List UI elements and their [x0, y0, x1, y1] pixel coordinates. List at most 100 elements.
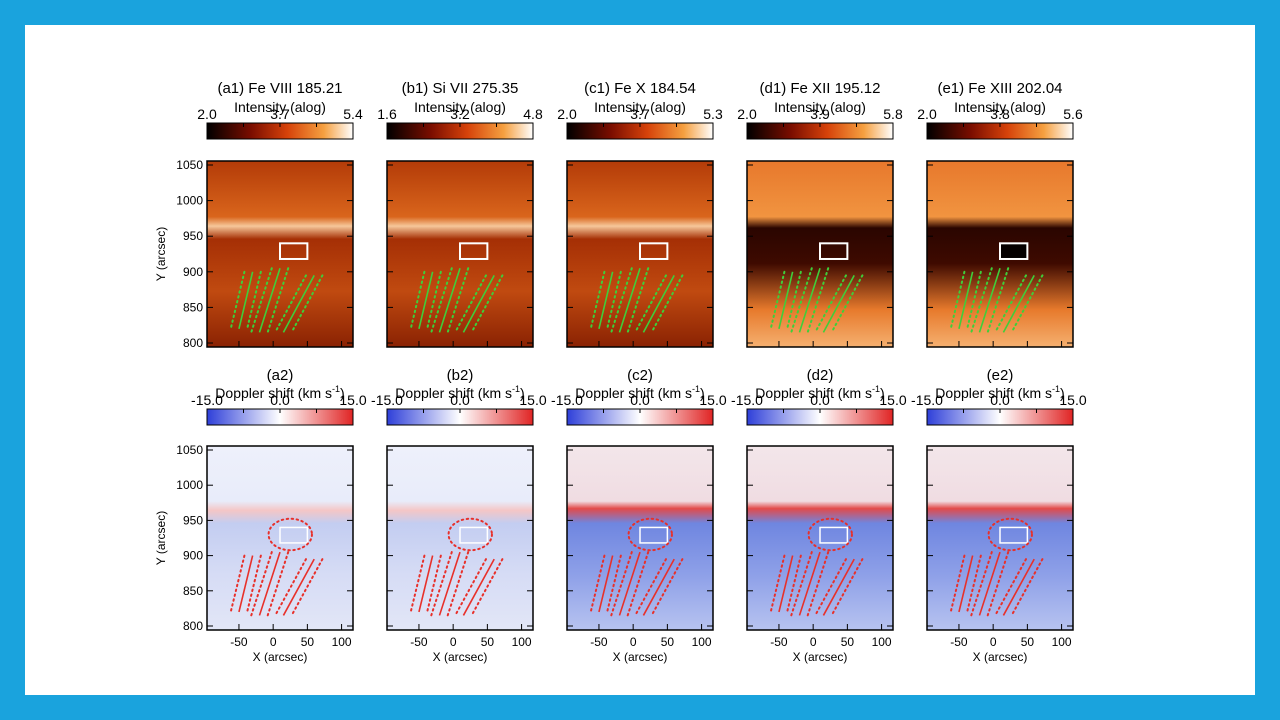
- loop-outline: [986, 267, 1010, 334]
- loop-outline: [814, 274, 847, 334]
- doppler-panels-row: (a2)Doppler shift (km s-1)-15.0 0.0 15.010…: [154, 367, 1087, 664]
- loop-outline: [790, 551, 813, 617]
- loop-line: [1002, 274, 1035, 333]
- loop-line: [798, 551, 821, 616]
- colorbar-tick-label: -15.0: [551, 392, 583, 408]
- loop-line: [282, 558, 315, 616]
- loop-line: [598, 271, 614, 329]
- colorbar-unit-exponent: -1: [872, 384, 880, 394]
- panel-label: (d2): [807, 367, 834, 384]
- loop-outline: [589, 554, 606, 613]
- colorbar-title-text: Intensity (alog): [954, 99, 1046, 115]
- loop-outline: [650, 558, 684, 617]
- colorbar-tick-label: 0.0: [990, 392, 1010, 408]
- region-box: [819, 526, 849, 544]
- colorbar-title: Intensity (alog): [414, 99, 506, 115]
- y-tick-label: 850: [183, 300, 203, 314]
- colorbar-title: Intensity (alog): [774, 99, 866, 115]
- region-box: [999, 242, 1029, 260]
- loop-outline: [806, 267, 830, 334]
- colorbar-tick-label: 0.0: [810, 392, 830, 408]
- figure: (a1) Fe VIII 185.21 Intensity (alog) 2.0 3.…: [154, 80, 1087, 664]
- loop-outline: [606, 554, 622, 613]
- y-tick-label: 950: [183, 513, 203, 527]
- colorbar-tick-label: -15.0: [731, 392, 763, 408]
- colorbar-title-close: ): [700, 385, 705, 401]
- colorbar-title-text: Intensity (alog): [774, 99, 866, 115]
- loop-outline: [274, 274, 307, 334]
- x-axis-label: X (arcsec): [973, 650, 1028, 664]
- panel-label: (b2): [447, 367, 474, 384]
- loop-outline: [290, 274, 324, 334]
- loop-outline: [994, 274, 1027, 334]
- x-tick-label: 50: [481, 635, 495, 649]
- loop-outline: [966, 270, 982, 330]
- colorbar-unit-exponent: -1: [512, 384, 520, 394]
- panel-label: (c1) Fe X 184.54: [584, 80, 696, 97]
- colorbar-title: Intensity (alog): [954, 99, 1046, 115]
- region-outline: [267, 517, 313, 552]
- colorbar-tick-label: 5.4: [343, 106, 363, 122]
- loop-outline: [606, 270, 622, 330]
- colorbar-tick-label: 2.0: [557, 106, 577, 122]
- loop-line: [282, 274, 315, 333]
- region-box: [279, 526, 309, 544]
- panel-label: (e2): [987, 367, 1014, 384]
- colorbar-tick-label: 0.0: [450, 392, 470, 408]
- colorbar-tick-label: -15.0: [371, 392, 403, 408]
- loop-outline: [610, 551, 633, 617]
- doppler-panel-4: (e2)Doppler shift (km s-1)-15.0 0.0 15.0-5…: [911, 367, 1087, 664]
- colorbar-tick-label: 0.0: [630, 392, 650, 408]
- loop-outline: [426, 554, 442, 613]
- intensity-panel-4: (e1) Fe XIII 202.04 Intensity (alog) 2.0 3.…: [917, 80, 1083, 348]
- y-axis-label: Y (arcsec): [154, 511, 168, 565]
- loop-outline: [409, 554, 426, 613]
- colorbar-title: Doppler shift (km s-1): [935, 384, 1064, 401]
- loop-outline: [454, 274, 487, 334]
- loop-line: [978, 267, 1001, 333]
- x-tick-label: -50: [770, 635, 788, 649]
- intensity-panel-2: (c1) Fe X 184.54 Intensity (alog) 2.0 3.7 5.…: [557, 80, 723, 348]
- colorbar-title: Doppler shift (km s-1): [575, 384, 704, 401]
- colorbar-tick-label: 5.8: [883, 106, 903, 122]
- loop-outline: [1010, 274, 1044, 334]
- colorbar-tick-label: 1.6: [377, 106, 397, 122]
- doppler-panel-0: (a2)Doppler shift (km s-1)-15.0 0.0 15.010…: [154, 367, 367, 664]
- colorbar-tick-label: 2.0: [737, 106, 757, 122]
- loop-outline: [430, 551, 453, 617]
- doppler-panel-2: (c2)Doppler shift (km s-1)-15.0 0.0 15.0-5…: [551, 367, 727, 664]
- colorbar-tick-label: 2.0: [917, 106, 937, 122]
- x-tick-label: -50: [950, 635, 968, 649]
- x-axis-label: X (arcsec): [433, 650, 488, 664]
- y-tick-label: 900: [183, 265, 203, 279]
- panel-label: (d1) Fe XII 195.12: [760, 80, 881, 97]
- colorbar-tick-label: -15.0: [191, 392, 223, 408]
- colorbar-tick-label: -15.0: [911, 392, 943, 408]
- x-axis-label: X (arcsec): [613, 650, 668, 664]
- x-tick-label: 0: [630, 635, 637, 649]
- x-tick-label: 100: [872, 635, 892, 649]
- loop-outline: [426, 270, 442, 330]
- colorbar-title: Intensity (alog): [594, 99, 686, 115]
- colorbar-unit-exponent: -1: [692, 384, 700, 394]
- y-tick-label: 1050: [176, 158, 203, 172]
- loop-outline: [634, 274, 667, 334]
- loop-outline: [409, 270, 426, 330]
- colorbar-tick-label: 15.0: [519, 392, 546, 408]
- colorbar-tick-label: 3.7: [270, 106, 290, 122]
- region-box: [639, 242, 669, 260]
- loop-line: [618, 267, 641, 333]
- panel-label: (c2): [627, 367, 653, 384]
- colorbar-tick-label: 3.7: [630, 106, 650, 122]
- loop-outline: [986, 551, 1010, 617]
- loop-line: [238, 271, 254, 329]
- colorbar-title-text: Intensity (alog): [414, 99, 506, 115]
- x-tick-label: 50: [661, 635, 675, 649]
- loop-outline: [250, 551, 273, 617]
- colorbar-tick-label: 3.9: [810, 106, 830, 122]
- loop-outline: [626, 551, 650, 617]
- y-tick-label: 850: [183, 584, 203, 598]
- loop-outline: [266, 551, 290, 617]
- x-tick-label: -50: [410, 635, 428, 649]
- y-tick-label: 1000: [176, 194, 203, 208]
